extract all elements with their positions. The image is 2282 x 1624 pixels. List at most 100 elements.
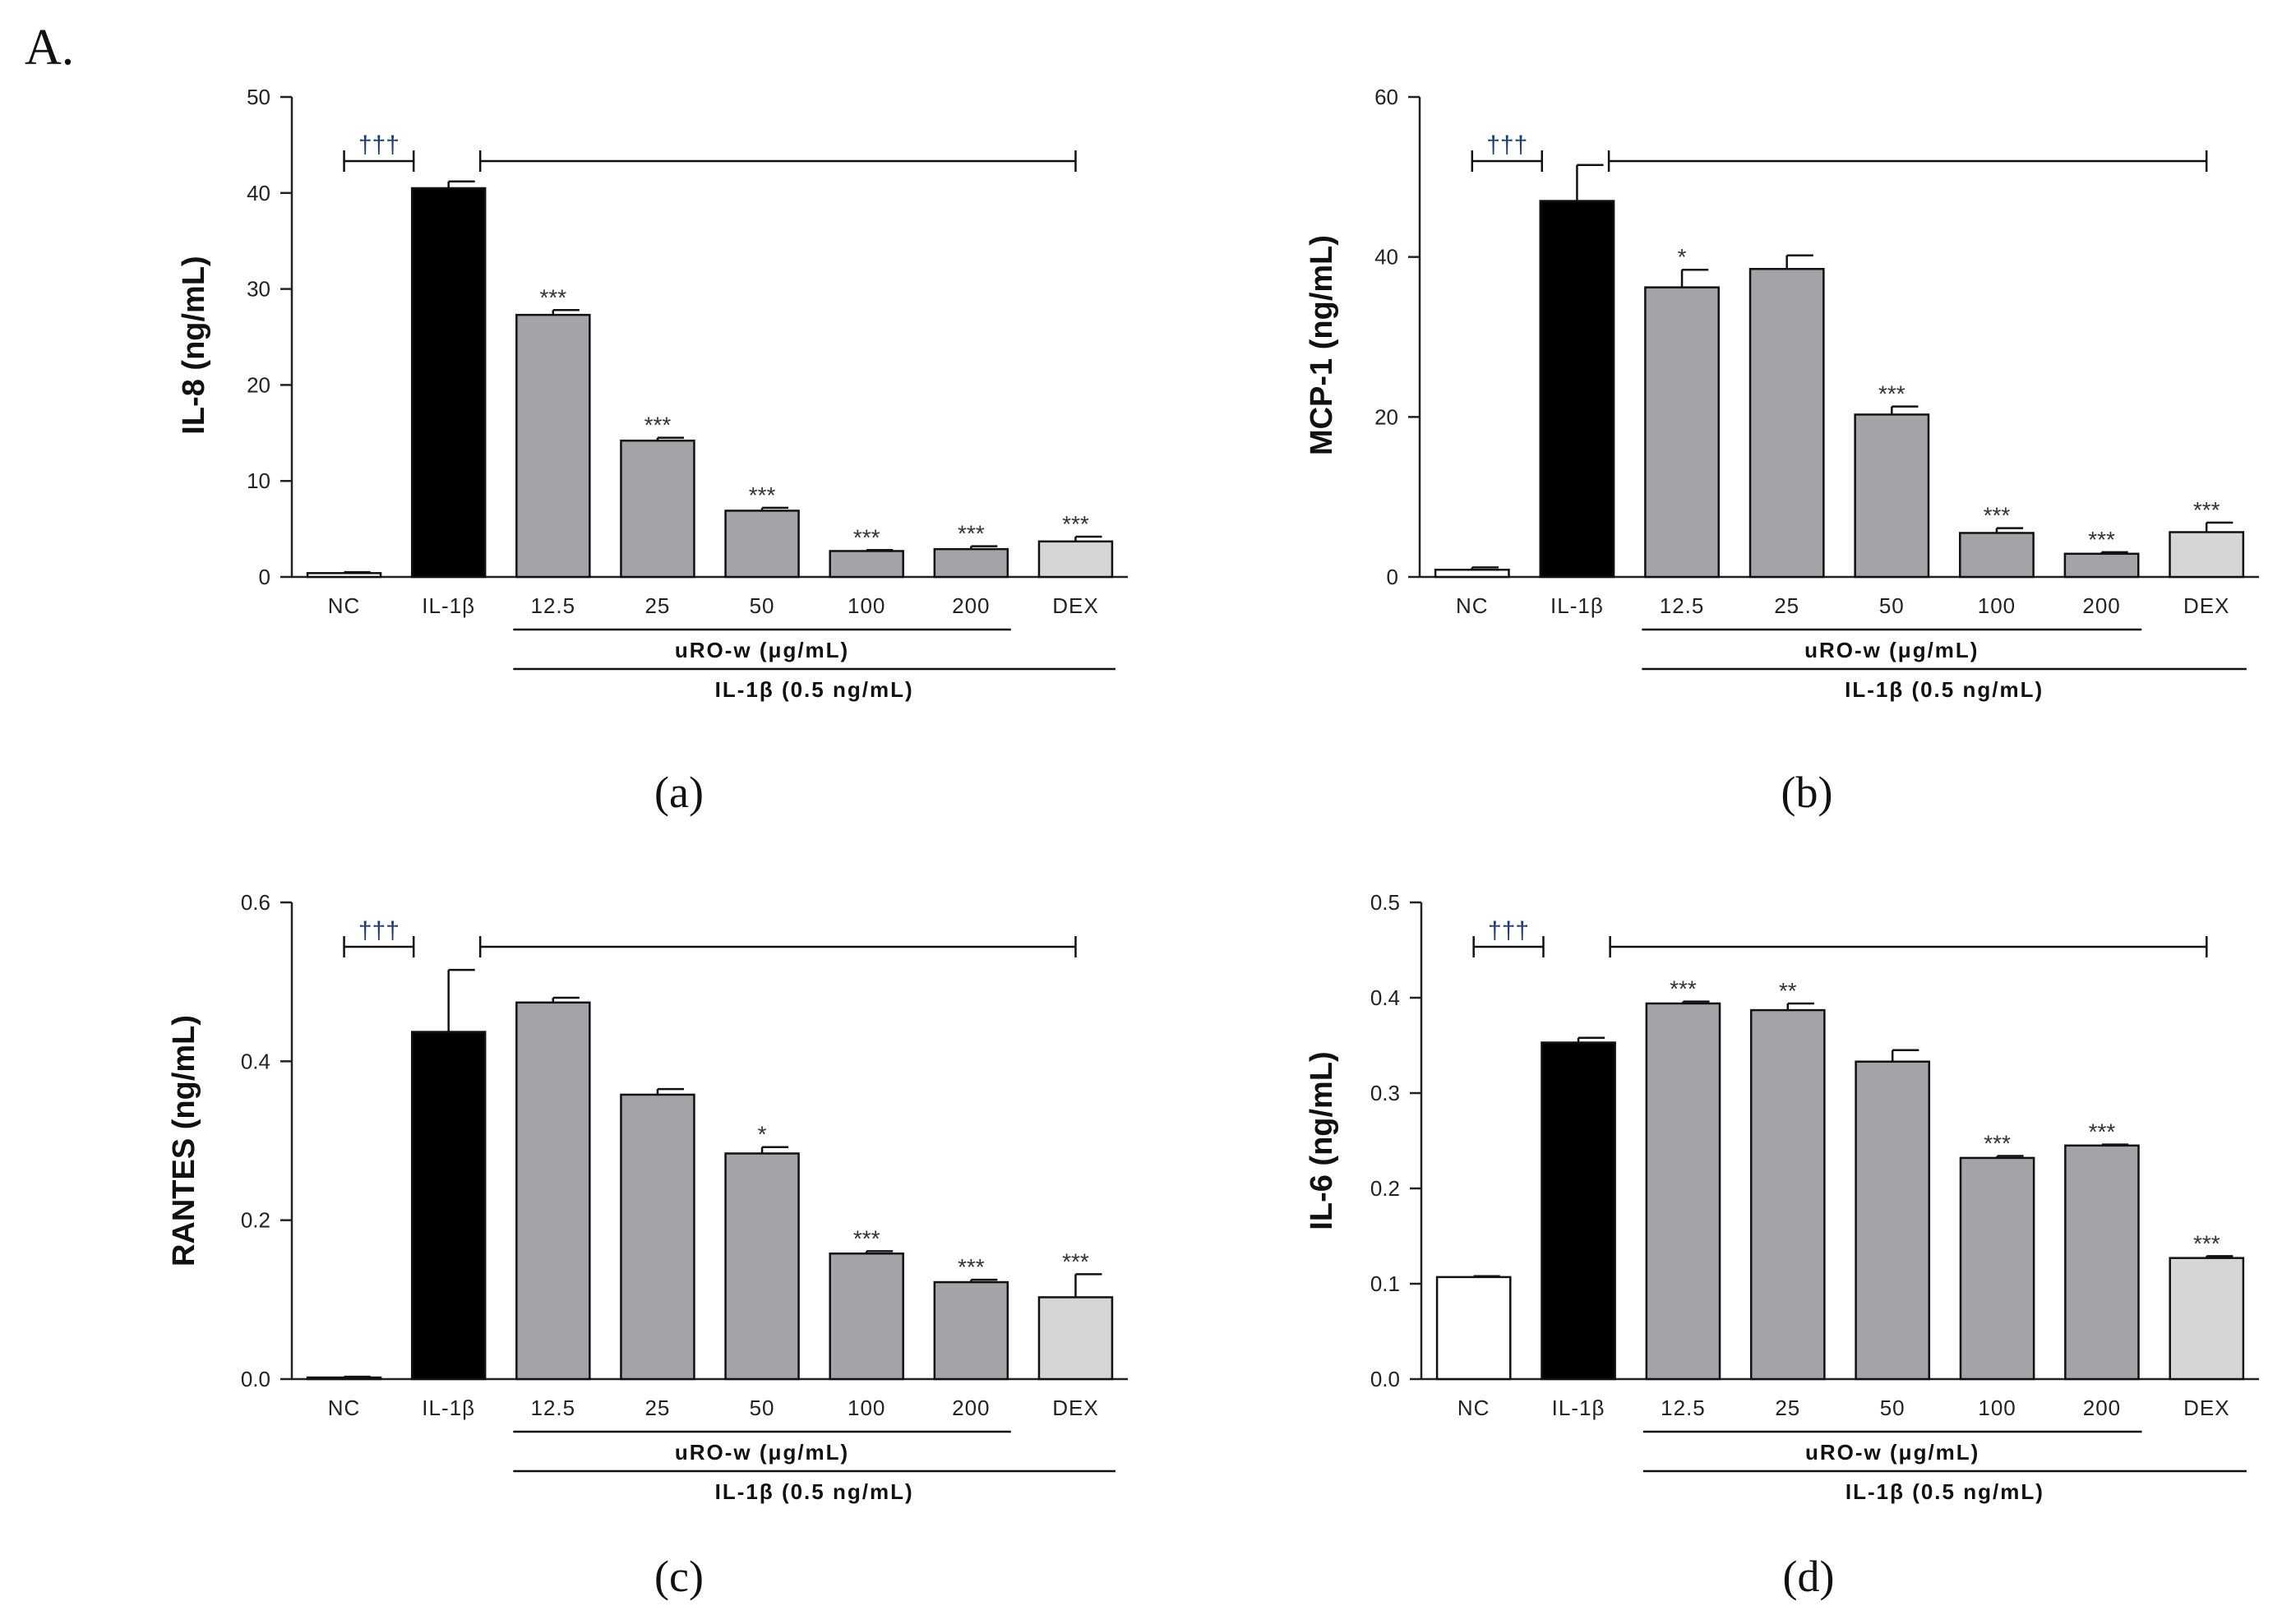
bar-1	[306, 572, 382, 579]
bar-7	[933, 1280, 1009, 1381]
comparison-bracket-left	[1472, 936, 1545, 957]
x-tick-label: IL-1β	[422, 1396, 475, 1420]
panel-caption: (a)	[654, 768, 704, 817]
y-tick-label: 10	[247, 468, 270, 493]
y-axis-label: MCP-1 (ng/mL)	[1305, 235, 1339, 455]
bar-8	[2169, 1257, 2245, 1381]
y-tick-label: 40	[247, 181, 270, 205]
x-tick-label: 50	[1879, 593, 1905, 618]
y-tick-label: 60	[1374, 85, 1398, 109]
y-tick-label: 0.2	[1370, 1176, 1400, 1201]
x-tick-label: 100	[848, 593, 885, 618]
significance-label: ***	[644, 413, 672, 438]
group-label-il1b: IL-1β (0.5 ng/mL)	[715, 677, 914, 702]
bar-6	[1959, 1156, 2035, 1381]
figure-label: A.	[25, 20, 74, 76]
y-tick-label: 0.6	[241, 890, 270, 915]
bar-7	[2064, 1144, 2140, 1381]
bar-3	[515, 313, 591, 579]
x-tick-label: IL-1β	[1550, 593, 1604, 618]
x-tick-label: 25	[644, 593, 670, 618]
significance-label: ***	[853, 524, 880, 550]
x-tick-label: 50	[750, 593, 775, 618]
y-axis-label: IL-8 (ng/mL)	[177, 256, 211, 434]
chart-panel-d: 0.0 0.1 0.2 0.3 0.4 0.5 IL-6 (ng/mL) NC IL-1β ***…	[1305, 890, 2259, 1601]
x-tick-label: NC	[1457, 1396, 1490, 1420]
comparison-bracket-left	[343, 150, 415, 172]
bar-2	[1539, 200, 1615, 579]
bar-1	[1435, 1276, 1512, 1381]
dagger-label: †††	[1486, 131, 1527, 159]
x-tick-label: 25	[644, 1396, 670, 1420]
x-tick-label: 12.5	[531, 1396, 576, 1420]
x-tick-label: DEX	[1052, 593, 1098, 618]
significance-label: ***	[2193, 1230, 2220, 1256]
group-label-il1b: IL-1β (0.5 ng/mL)	[1845, 677, 2044, 702]
group-label-uro: uRO-w (μg/mL)	[675, 1440, 849, 1465]
significance-label: ***	[1984, 1131, 2011, 1156]
x-tick-label: IL-1β	[1552, 1396, 1605, 1420]
y-tick-label: 0.0	[1370, 1367, 1400, 1391]
significance-label: ***	[958, 521, 985, 547]
x-tick-label: 200	[2082, 593, 2120, 618]
y-tick-label: 0.1	[1370, 1271, 1400, 1296]
bar-5	[724, 510, 800, 579]
x-tick-label: 100	[1978, 593, 2016, 618]
x-tick-label: 50	[750, 1396, 775, 1420]
bar-3	[1645, 1002, 1721, 1381]
significance-label: ***	[1670, 976, 1697, 1002]
y-tick-label: 0.2	[241, 1208, 270, 1233]
bar-3	[1644, 286, 1720, 579]
chart-panel-c: 0.0 0.2 0.4 0.6 RANTES (ng/mL) NC IL-1β 12.5 25 *…	[167, 890, 1128, 1601]
bar-1	[306, 1376, 382, 1381]
x-tick-label: NC	[328, 1396, 361, 1420]
y-tick-label: 40	[1374, 245, 1398, 270]
chart-panel-b: 0 20 40 60 MCP-1 (ng/mL) NC IL-1β * 12.5 25 *** 50 *…	[1305, 85, 2259, 817]
x-tick-label: 100	[1978, 1396, 2016, 1420]
bar-6	[1959, 532, 2035, 579]
group-label-il1b: IL-1β (0.5 ng/mL)	[1845, 1479, 2044, 1504]
significance-label: ***	[2088, 527, 2115, 552]
dagger-label: †††	[358, 917, 400, 944]
group-label-il1b: IL-1β (0.5 ng/mL)	[715, 1479, 914, 1504]
comparison-bracket-left	[343, 936, 415, 957]
significance-label: ***	[2193, 497, 2220, 523]
bar-8	[2169, 531, 2245, 579]
bar-7	[2063, 552, 2140, 579]
y-axis-label: RANTES (ng/mL)	[167, 1015, 201, 1266]
y-tick-label: 0.4	[241, 1049, 270, 1073]
x-tick-label: NC	[328, 593, 361, 618]
group-label-uro: uRO-w (μg/mL)	[1804, 638, 1979, 662]
comparison-bracket-right	[1607, 150, 2208, 172]
bar-4	[620, 439, 695, 579]
bar-8	[1037, 540, 1114, 579]
bar-2	[410, 1031, 487, 1381]
y-tick-label: 0.0	[241, 1367, 270, 1391]
y-tick-label: 0.5	[1370, 890, 1400, 915]
panel-caption: (b)	[1781, 768, 1833, 817]
bar-4	[1749, 1008, 1826, 1381]
y-tick-label: 0	[259, 565, 270, 589]
bar-5	[1855, 1060, 1931, 1381]
x-tick-label: 12.5	[1660, 593, 1705, 618]
comparison-bracket-left	[1471, 150, 1544, 172]
comparison-bracket-right	[478, 936, 1077, 957]
significance-label: ***	[958, 1254, 985, 1280]
bar-2	[1541, 1041, 1616, 1381]
y-tick-label: 0.3	[1370, 1081, 1400, 1105]
y-tick-label: 0.4	[1370, 985, 1400, 1010]
bar-5	[724, 1152, 800, 1381]
y-tick-label: 20	[1374, 404, 1398, 429]
x-tick-label: DEX	[2183, 593, 2229, 618]
bar-2	[410, 187, 487, 579]
y-axis-label: IL-6 (ng/mL)	[1305, 1051, 1339, 1230]
x-tick-label: 200	[2083, 1396, 2121, 1420]
x-tick-label: NC	[1456, 593, 1489, 618]
panel-caption: (c)	[654, 1552, 704, 1601]
x-tick-label: 100	[848, 1396, 885, 1420]
bar-6	[829, 550, 904, 579]
y-tick-label: 30	[247, 277, 270, 302]
x-tick-label: 12.5	[531, 593, 576, 618]
y-tick-label: 50	[247, 85, 270, 109]
